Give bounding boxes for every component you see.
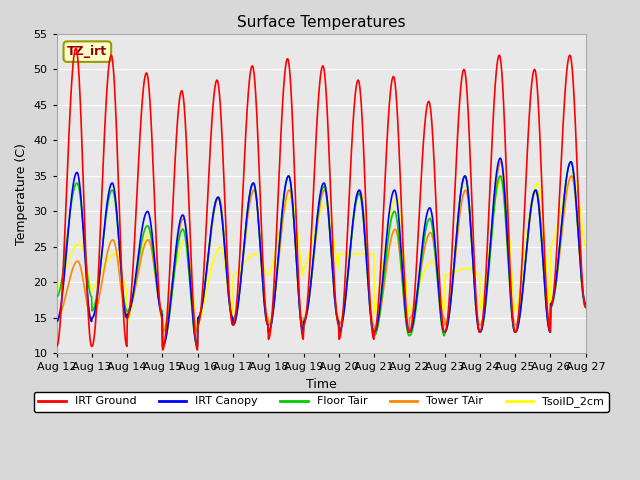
Tower TAir bbox=[472, 304, 480, 310]
IRT Ground bbox=[230, 320, 238, 326]
Floor Tair bbox=[519, 284, 527, 290]
Legend: IRT Ground, IRT Canopy, Floor Tair, Tower TAir, TsoilD_2cm: IRT Ground, IRT Canopy, Floor Tair, Towe… bbox=[34, 392, 609, 412]
IRT Ground bbox=[473, 307, 481, 313]
Line: Tower TAir: Tower TAir bbox=[57, 162, 586, 332]
IRT Ground bbox=[172, 158, 179, 164]
IRT Ground bbox=[53, 344, 61, 349]
Floor Tair bbox=[157, 307, 165, 313]
Floor Tair bbox=[403, 328, 411, 334]
Tower TAir bbox=[497, 159, 505, 165]
Tower TAir bbox=[159, 329, 166, 335]
IRT Canopy bbox=[403, 324, 411, 330]
Line: Floor Tair: Floor Tair bbox=[57, 162, 586, 347]
TsoilD_2cm bbox=[159, 329, 166, 335]
Tower TAir bbox=[582, 301, 589, 307]
Tower TAir bbox=[230, 315, 237, 321]
TsoilD_2cm bbox=[171, 270, 179, 276]
IRT Canopy bbox=[472, 311, 480, 316]
Floor Tair bbox=[53, 294, 61, 300]
IRT Canopy bbox=[157, 311, 165, 317]
IRT Canopy bbox=[159, 344, 166, 349]
Tower TAir bbox=[171, 259, 179, 264]
TsoilD_2cm bbox=[582, 244, 589, 250]
IRT Ground bbox=[520, 230, 527, 236]
TsoilD_2cm bbox=[472, 271, 480, 276]
TsoilD_2cm bbox=[53, 287, 61, 292]
Floor Tair bbox=[171, 267, 179, 273]
Line: TsoilD_2cm: TsoilD_2cm bbox=[57, 176, 586, 332]
Tower TAir bbox=[53, 315, 61, 321]
Line: IRT Canopy: IRT Canopy bbox=[57, 158, 586, 347]
Floor Tair bbox=[230, 322, 237, 327]
IRT Ground bbox=[159, 347, 166, 353]
IRT Ground bbox=[72, 45, 79, 51]
IRT Ground bbox=[158, 315, 166, 321]
Text: TZ_irt: TZ_irt bbox=[67, 45, 108, 58]
Tower TAir bbox=[403, 325, 411, 331]
X-axis label: Time: Time bbox=[306, 378, 337, 391]
TsoilD_2cm bbox=[519, 262, 527, 267]
Floor Tair bbox=[159, 344, 166, 349]
Line: IRT Ground: IRT Ground bbox=[57, 48, 586, 350]
Floor Tair bbox=[582, 304, 589, 310]
TsoilD_2cm bbox=[403, 298, 411, 304]
TsoilD_2cm bbox=[157, 316, 165, 322]
Floor Tair bbox=[567, 159, 575, 165]
Title: Surface Temperatures: Surface Temperatures bbox=[237, 15, 406, 30]
IRT Ground bbox=[582, 304, 589, 310]
Floor Tair bbox=[472, 311, 480, 316]
IRT Canopy bbox=[520, 280, 527, 286]
Tower TAir bbox=[157, 308, 165, 313]
Tower TAir bbox=[520, 278, 527, 284]
IRT Ground bbox=[404, 324, 412, 330]
IRT Canopy bbox=[497, 156, 504, 161]
Y-axis label: Temperature (C): Temperature (C) bbox=[15, 143, 28, 245]
IRT Canopy bbox=[53, 319, 61, 324]
IRT Canopy bbox=[171, 258, 179, 264]
IRT Canopy bbox=[230, 322, 237, 327]
IRT Canopy bbox=[582, 301, 589, 307]
TsoilD_2cm bbox=[570, 173, 577, 179]
TsoilD_2cm bbox=[230, 272, 237, 278]
